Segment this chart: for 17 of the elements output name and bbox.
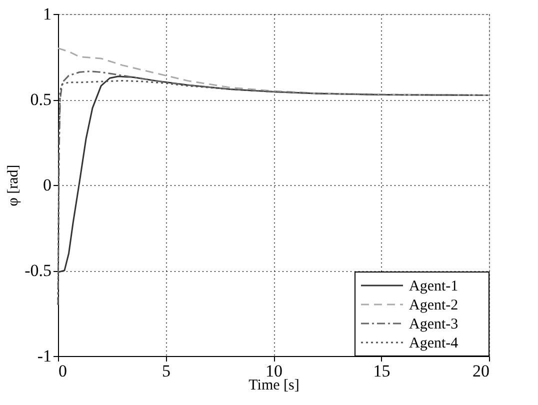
- y-tick-label: -1: [37, 346, 52, 366]
- legend-label: Agent-1: [409, 278, 458, 294]
- x-tick-label: 20: [472, 362, 490, 380]
- x-tick-label: 5: [162, 362, 170, 380]
- legend-label: Agent-2: [409, 298, 458, 314]
- y-tick-label: 1: [43, 4, 52, 24]
- x-tick-label: 10: [266, 362, 282, 380]
- x-axis-title: Time [s]: [248, 378, 300, 394]
- y-axis-title: φ [rad]: [6, 164, 22, 206]
- x-tick-label: 0: [58, 362, 67, 380]
- legend-label: Agent-4: [409, 336, 459, 352]
- legend-label: Agent-3: [409, 316, 458, 332]
- y-tick-label: -0.5: [24, 261, 52, 280]
- x-tick-label: 15: [373, 362, 390, 380]
- y-tick-label: 0.5: [30, 90, 52, 109]
- y-tick-label: 0: [43, 176, 52, 194]
- line-series: [57, 47, 490, 96]
